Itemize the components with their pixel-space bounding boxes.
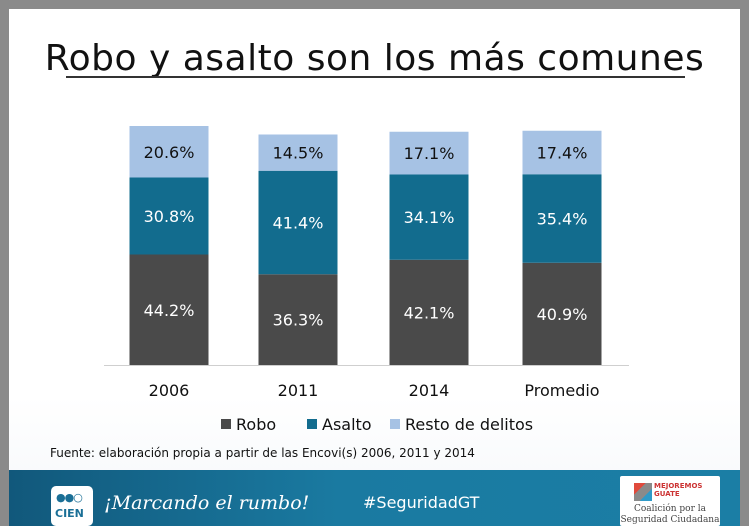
x-tick-label: 2006 [149, 381, 190, 400]
bar-segment-asalto-2011 [258, 170, 338, 275]
data-label: 17.4% [537, 144, 588, 163]
data-label: 17.1% [404, 144, 455, 163]
data-label: 40.9% [537, 305, 588, 324]
title-underline [66, 76, 685, 78]
data-label: 35.4% [537, 210, 588, 229]
data-label: 20.6% [144, 143, 195, 162]
data-label: 44.2% [144, 301, 195, 320]
slide: Robo y asalto son los más comunes 44.2% 3… [9, 9, 740, 526]
legend-label: Robo [236, 415, 276, 434]
legend-swatch [307, 419, 317, 429]
x-tick-label: 2011 [278, 381, 319, 400]
data-label: 14.5% [273, 144, 324, 163]
cien-logo: ●●○ CIEN [51, 486, 93, 526]
legend-swatch [390, 419, 400, 429]
bar-segment-resto-de-delitos-2006 [129, 126, 209, 178]
coalition-name-line2: Seguridad Ciudadana [620, 515, 720, 525]
footer-tagline: ¡Marcando el rumbo! [104, 492, 310, 514]
bar-segment-robo-2006 [129, 254, 209, 365]
bar-segment-robo-2014 [389, 259, 469, 365]
data-label: 34.1% [404, 208, 455, 227]
bar-segment-asalto-promedio [522, 174, 602, 263]
legend-label: Resto de delitos [405, 415, 533, 434]
bar-segment-asalto-2006 [129, 177, 209, 255]
bar-segment-resto-de-delitos-2011 [258, 134, 338, 171]
data-label: 30.8% [144, 207, 195, 226]
coalition-logo: MEJOREMOS GUATE Coalición por la Segurida… [620, 476, 720, 526]
bar-segment-resto-de-delitos-2014 [389, 131, 469, 175]
footer-hashtag: #SeguridadGT [363, 493, 480, 512]
x-tick-label: Promedio [524, 381, 599, 400]
legend-label: Asalto [322, 415, 372, 434]
bar-segment-resto-de-delitos-promedio [522, 130, 602, 175]
footer-bar: ●●○ CIEN ¡Marcando el rumbo! #SeguridadG… [9, 470, 740, 526]
stacked-bar-chart: 44.2% 30.8% 20.6% 2006 36.3% 41.4% 14.5% 2011 42… [104, 126, 629, 434]
data-label: 41.4% [273, 214, 324, 233]
data-label: 36.3% [273, 311, 324, 330]
data-label: 42.1% [404, 303, 455, 322]
logo-text: CIEN [55, 507, 84, 520]
coalition-small-text: MEJOREMOS GUATE [654, 482, 703, 498]
coalition-name-line1: Coalición por la [633, 504, 706, 514]
slide-title: Robo y asalto son los más comunes [44, 38, 705, 79]
legend-swatch [221, 419, 231, 429]
bar-segment-asalto-2014 [389, 174, 469, 260]
bar-segment-robo-2011 [258, 274, 338, 365]
x-tick-label: 2014 [409, 381, 450, 400]
bar-segment-robo-promedio [522, 262, 602, 365]
logo-dots-icon: ●●○ [56, 491, 83, 504]
source-note: Fuente: elaboración propia a partir de l… [50, 446, 475, 460]
coalition-badge-icon [634, 483, 652, 501]
